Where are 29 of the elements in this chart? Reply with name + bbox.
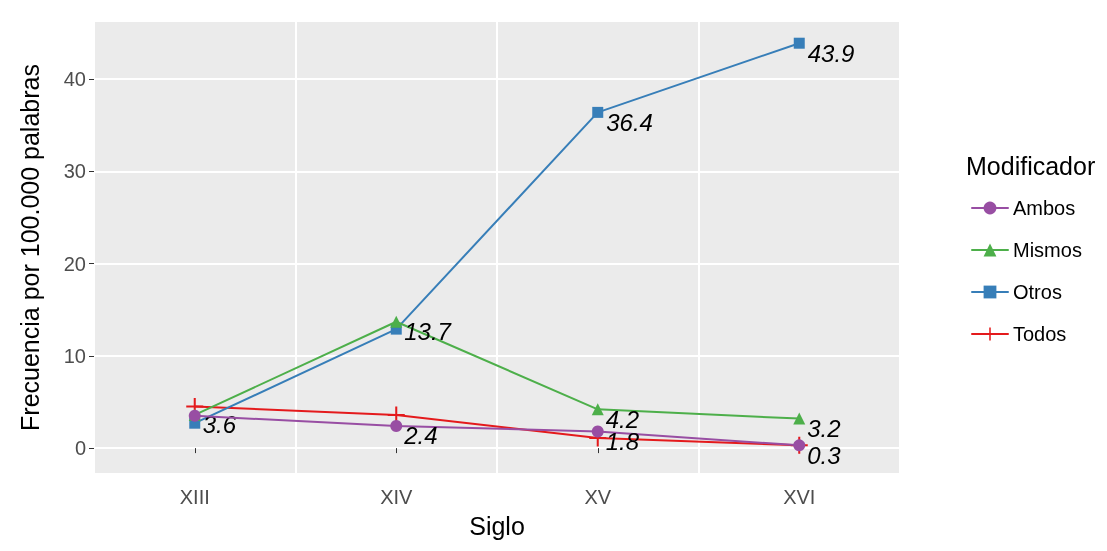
x-tick-label: XIII bbox=[179, 486, 210, 508]
point bbox=[591, 425, 604, 438]
point bbox=[390, 315, 403, 328]
point bbox=[793, 412, 806, 425]
x-axis-title: Siglo bbox=[469, 511, 525, 540]
point bbox=[592, 106, 604, 118]
legend-label: Todos bbox=[1013, 323, 1067, 345]
legend-label: Ambos bbox=[1013, 197, 1076, 219]
point bbox=[591, 403, 604, 416]
data-label: 43.9 bbox=[807, 40, 855, 68]
data-label: 0.3 bbox=[807, 441, 842, 469]
y-axis-title: Frecuencia por 100.000 palabras bbox=[15, 64, 44, 431]
data-label: 36.4 bbox=[606, 109, 653, 137]
x-tick-label: XVI bbox=[783, 486, 816, 508]
data-label: 4.2 bbox=[605, 405, 640, 433]
data-label: 3.2 bbox=[807, 415, 841, 443]
data-label: 2.4 bbox=[403, 422, 438, 450]
y-tick-label: 30 bbox=[63, 160, 86, 183]
y-tick-label: 40 bbox=[63, 68, 86, 91]
legend-label: Mismos bbox=[1013, 239, 1082, 261]
y-tick-label: 10 bbox=[63, 344, 86, 367]
legend-label: Otros bbox=[1013, 281, 1062, 303]
point bbox=[390, 419, 403, 432]
x-tick-label: XIV bbox=[380, 486, 414, 508]
x-tick-label: XV bbox=[584, 486, 612, 508]
y-tick-label: 0 bbox=[74, 437, 86, 460]
y-tick-label: 20 bbox=[63, 252, 86, 275]
legend-title: Modificador bbox=[966, 151, 1096, 180]
point bbox=[793, 37, 805, 49]
